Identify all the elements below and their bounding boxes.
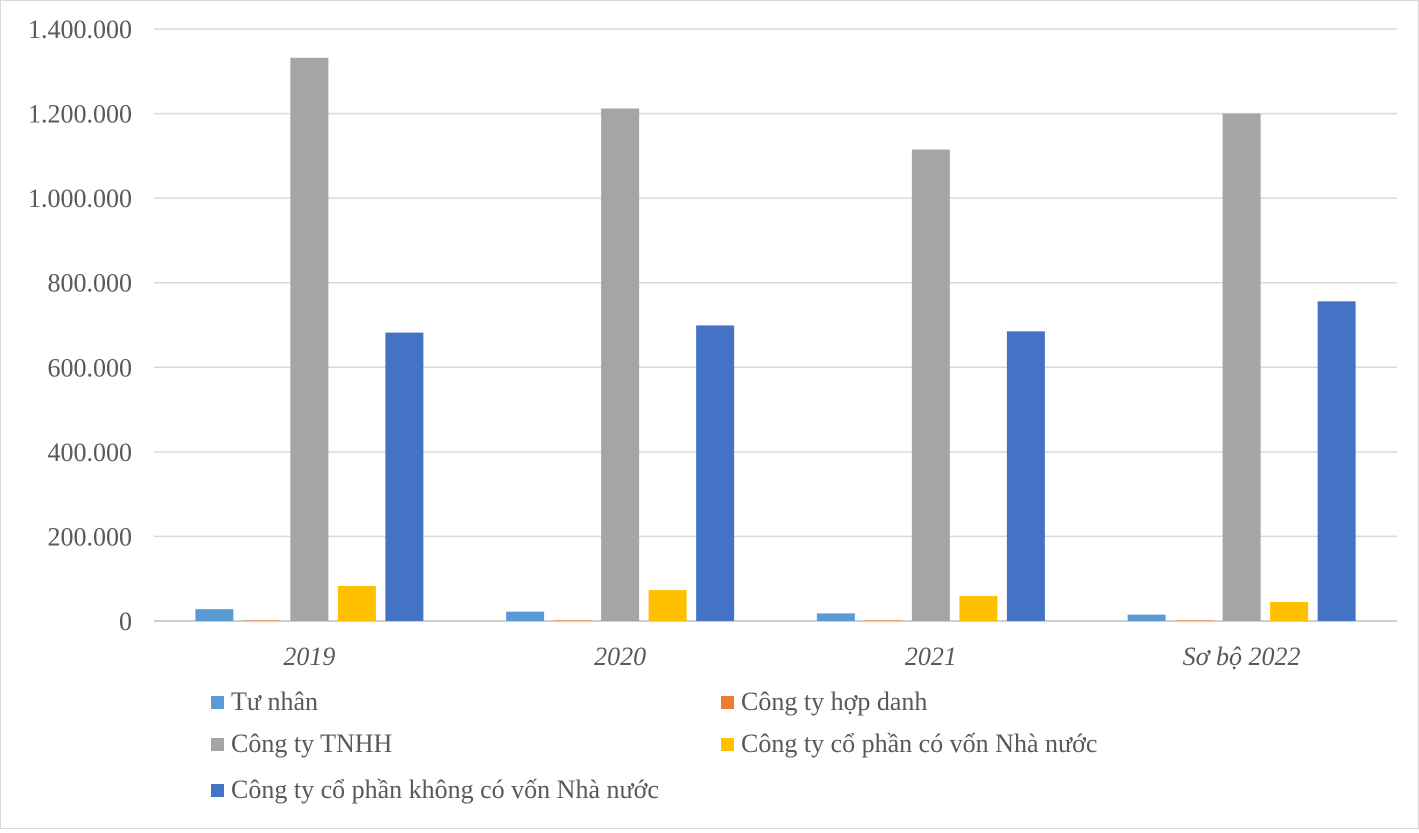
gridlines <box>154 28 1397 622</box>
y-tick-label: 200.000 <box>48 522 133 551</box>
legend-item: Công ty TNHH <box>211 729 393 758</box>
legend: Tư nhân Công ty hợp danh Công ty TNHH Công … <box>211 687 1097 804</box>
bar <box>864 620 903 621</box>
bar <box>1175 620 1214 621</box>
y-tick-label: 600.000 <box>48 353 133 382</box>
bar <box>553 620 592 621</box>
x-tick-label: 2021 <box>905 642 957 671</box>
legend-item: Tư nhân <box>211 687 318 716</box>
legend-swatch <box>211 784 224 797</box>
bar <box>601 108 640 622</box>
bar <box>911 149 950 621</box>
legend-item: Công ty hợp danh <box>721 687 927 716</box>
legend-swatch <box>721 696 734 709</box>
bar <box>337 585 376 621</box>
bar <box>385 332 424 621</box>
bar <box>506 611 545 621</box>
legend-swatch <box>211 738 224 751</box>
bar <box>1317 301 1356 621</box>
x-axis-ticks: 2019 2020 2021 Sơ bộ 2022 <box>283 642 1300 671</box>
bar <box>648 590 687 621</box>
bar <box>1006 331 1045 621</box>
legend-label: Công ty cổ phần không có vốn Nhà nước <box>231 775 659 804</box>
bar <box>816 613 855 621</box>
bar <box>959 596 998 621</box>
legend-label: Công ty cổ phần có vốn Nhà nước <box>741 729 1097 758</box>
y-tick-label: 1.000.000 <box>28 184 132 213</box>
legend-swatch <box>211 696 224 709</box>
legend-label: Công ty hợp danh <box>741 687 927 716</box>
y-tick-label: 800.000 <box>48 269 133 298</box>
bar <box>1270 601 1309 621</box>
legend-label: Công ty TNHH <box>231 729 393 758</box>
legend-item: Công ty cổ phần có vốn Nhà nước <box>721 729 1097 758</box>
bar <box>195 609 234 621</box>
y-tick-label: 1.400.000 <box>28 15 132 44</box>
bar <box>696 325 735 621</box>
bar <box>1222 113 1261 622</box>
y-tick-label: 400.000 <box>48 438 133 467</box>
x-tick-label: Sơ bộ 2022 <box>1183 642 1301 671</box>
legend-label: Tư nhân <box>231 687 318 716</box>
y-axis-ticks: 0 200.000 400.000 600.000 800.000 1.000.000 1.… <box>28 15 132 636</box>
bar <box>290 57 329 622</box>
y-tick-label: 1.200.000 <box>28 100 132 129</box>
x-tick-label: 2020 <box>594 642 646 671</box>
y-tick-label: 0 <box>119 607 132 636</box>
bar <box>242 620 281 621</box>
legend-swatch <box>721 738 734 751</box>
x-tick-label: 2019 <box>283 642 335 671</box>
legend-item: Công ty cổ phần không có vốn Nhà nước <box>211 775 659 804</box>
bars <box>195 57 1356 622</box>
bar <box>1127 614 1166 621</box>
